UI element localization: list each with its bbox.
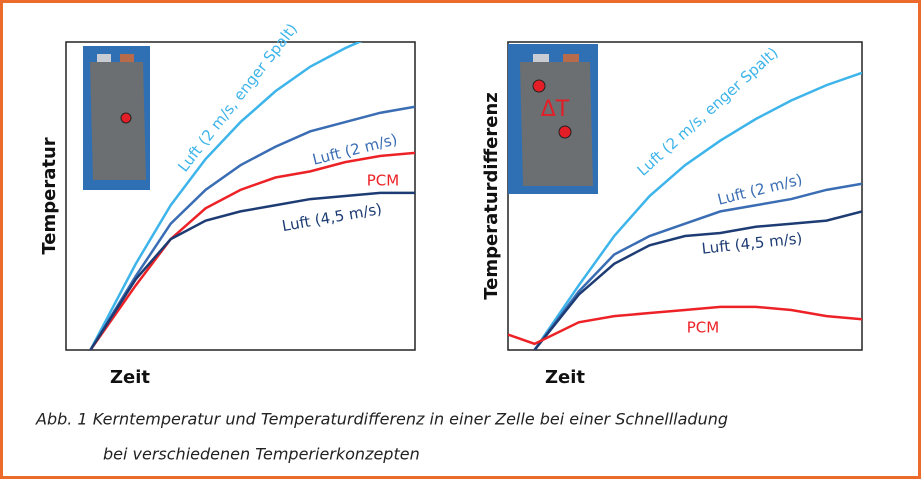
terminal [120,54,134,62]
plot-frame [507,41,863,351]
y-axis-label: Temperatur [39,137,60,254]
sensor [120,112,132,124]
plot-frame [65,41,416,351]
terminal [533,54,549,62]
x-axis-label: Zeit [545,367,585,388]
series-line [89,151,415,350]
terminal [97,54,111,62]
terminal [563,54,579,62]
caption: Abb. 1 Kerntemperatur und Temperaturdiff… [35,410,728,429]
series-line [533,182,862,350]
series-line [533,210,862,350]
series-label: PCM [367,172,399,190]
caption: bei verschiedenen Temperierkonzepten [103,445,420,464]
cell [520,62,593,186]
inset-right: ΔT [508,44,598,194]
series-line [533,71,862,350]
sensor [532,79,546,93]
series-label: PCM [687,319,719,337]
series-line [508,305,862,346]
x-axis-label: Zeit [110,367,150,388]
series-line [89,191,415,350]
y-axis-label: Temperaturdifferenz [481,92,502,299]
cell [90,62,146,180]
sensor [558,125,572,139]
annotation: ΔT [541,97,570,122]
series-line [89,42,363,350]
inset-left [83,46,150,190]
series-line [89,105,415,350]
